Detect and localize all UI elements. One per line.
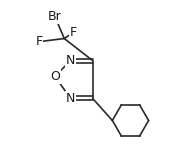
Text: N: N — [66, 54, 75, 67]
Text: O: O — [50, 70, 60, 83]
Text: F: F — [35, 35, 43, 48]
Text: Br: Br — [48, 10, 62, 23]
Text: N: N — [66, 92, 75, 105]
Text: F: F — [70, 26, 77, 39]
